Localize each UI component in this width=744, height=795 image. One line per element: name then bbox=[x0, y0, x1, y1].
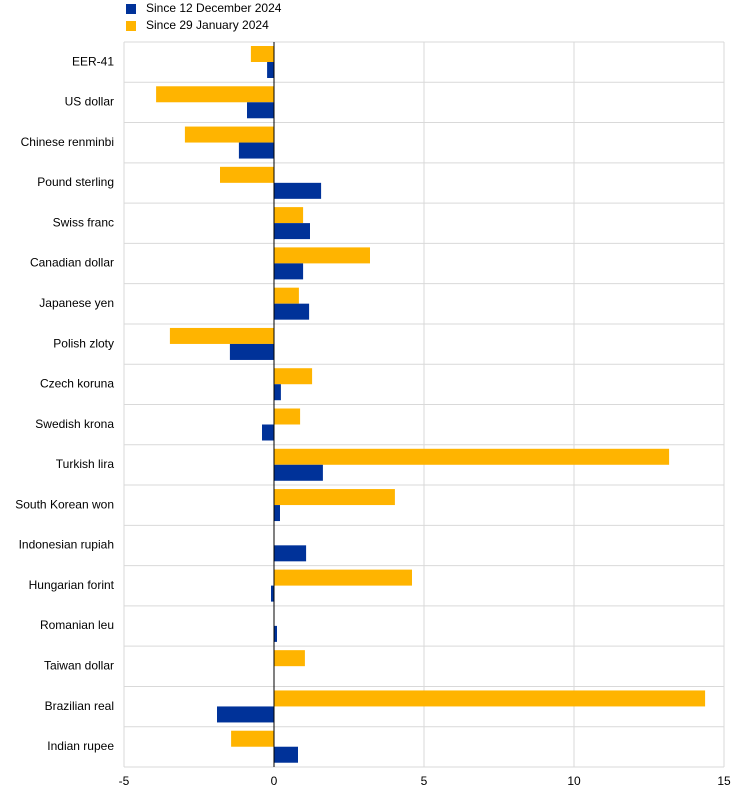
bar bbox=[274, 448, 670, 465]
bar bbox=[274, 569, 412, 586]
bar bbox=[274, 368, 313, 385]
bar bbox=[274, 247, 370, 264]
y-tick-label: Swedish krona bbox=[35, 417, 114, 431]
y-tick-label: Czech koruna bbox=[40, 377, 114, 391]
x-tick-label: 10 bbox=[567, 774, 581, 788]
y-tick-label: Japanese yen bbox=[39, 296, 114, 310]
bar bbox=[274, 263, 304, 280]
bar bbox=[274, 746, 298, 763]
bar bbox=[169, 327, 274, 344]
bar bbox=[231, 730, 274, 747]
bar bbox=[217, 706, 274, 723]
bar bbox=[274, 384, 281, 401]
bar bbox=[274, 625, 277, 642]
bar bbox=[271, 585, 274, 602]
bar bbox=[274, 207, 304, 224]
y-tick-label: Turkish lira bbox=[56, 457, 115, 471]
bar bbox=[156, 86, 274, 103]
bar bbox=[274, 303, 310, 320]
y-tick-label: Canadian dollar bbox=[30, 256, 114, 270]
bar bbox=[184, 126, 274, 143]
bar bbox=[267, 62, 274, 78]
bar bbox=[274, 408, 301, 425]
bar bbox=[274, 545, 307, 562]
x-tick-label: 0 bbox=[271, 774, 278, 788]
y-tick-label: US dollar bbox=[65, 95, 114, 109]
legend-swatch bbox=[126, 4, 136, 14]
legend-label: Since 12 December 2024 bbox=[146, 1, 282, 15]
y-tick-label: EER-41 bbox=[72, 54, 114, 68]
bar bbox=[274, 505, 280, 522]
y-tick-label: Indonesian rupiah bbox=[19, 538, 114, 552]
y-tick-label: Hungarian forint bbox=[29, 578, 115, 592]
bar bbox=[274, 464, 323, 481]
bar bbox=[274, 182, 322, 199]
y-tick-label: Swiss franc bbox=[53, 215, 114, 229]
bar bbox=[274, 489, 395, 506]
x-tick-label: 5 bbox=[421, 774, 428, 788]
bar bbox=[250, 46, 274, 62]
legend-swatch bbox=[126, 21, 136, 31]
y-tick-label: Brazilian real bbox=[45, 699, 114, 713]
y-tick-label: Taiwan dollar bbox=[44, 658, 114, 672]
bar bbox=[262, 424, 274, 441]
bar bbox=[274, 223, 310, 240]
y-tick-label: Chinese renminbi bbox=[21, 135, 114, 149]
bar bbox=[247, 102, 274, 119]
y-tick-label: Polish zloty bbox=[53, 336, 114, 350]
bar bbox=[274, 650, 305, 667]
bar bbox=[220, 166, 274, 183]
legend-label: Since 29 January 2024 bbox=[146, 18, 269, 32]
bar bbox=[274, 690, 706, 707]
x-tick-label: 15 bbox=[717, 774, 731, 788]
bar bbox=[274, 287, 299, 304]
y-tick-label: Indian rupee bbox=[47, 739, 114, 753]
y-tick-label: Pound sterling bbox=[37, 175, 114, 189]
bar bbox=[229, 343, 274, 360]
y-tick-label: Romanian leu bbox=[40, 618, 114, 632]
y-tick-label: South Korean won bbox=[15, 497, 114, 511]
bar bbox=[238, 142, 274, 159]
x-tick-label: -5 bbox=[119, 774, 130, 788]
